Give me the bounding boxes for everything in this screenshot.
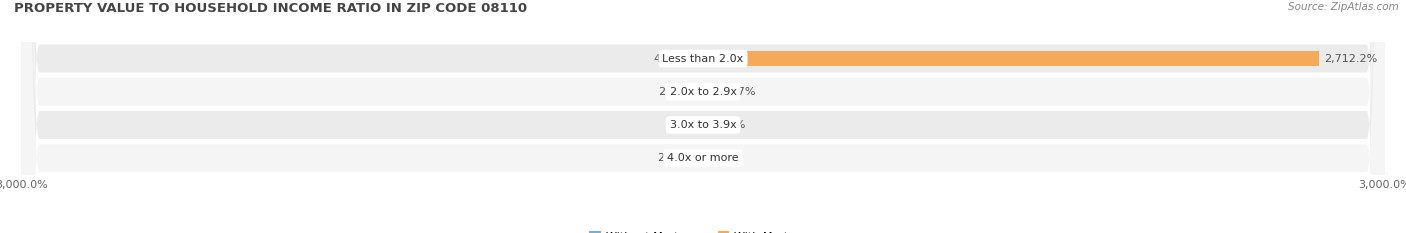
Text: 9.0%: 9.0% (668, 120, 696, 130)
FancyBboxPatch shape (21, 0, 1385, 233)
FancyBboxPatch shape (21, 0, 1385, 233)
Bar (703, 84, 716, 99)
Text: 7.9%: 7.9% (710, 153, 738, 163)
Text: 20.6%: 20.6% (658, 87, 693, 97)
Text: 27.1%: 27.1% (657, 153, 692, 163)
Legend: Without Mortgage, With Mortgage: Without Mortgage, With Mortgage (585, 227, 821, 233)
Bar (697, 150, 703, 166)
Text: 43.2%: 43.2% (654, 54, 689, 64)
Text: 2,712.2%: 2,712.2% (1324, 54, 1378, 64)
FancyBboxPatch shape (21, 0, 1385, 233)
Text: 4.0x or more: 4.0x or more (668, 153, 738, 163)
Bar (703, 51, 1319, 66)
Bar (702, 117, 703, 133)
FancyBboxPatch shape (21, 0, 1385, 233)
Bar (699, 84, 703, 99)
Bar (703, 117, 706, 133)
Text: 3.0x to 3.9x: 3.0x to 3.9x (669, 120, 737, 130)
Text: Source: ZipAtlas.com: Source: ZipAtlas.com (1288, 2, 1399, 12)
Bar (703, 150, 704, 166)
Text: 15.2%: 15.2% (711, 120, 747, 130)
Bar (693, 51, 703, 66)
Text: 54.7%: 54.7% (720, 87, 755, 97)
Text: Less than 2.0x: Less than 2.0x (662, 54, 744, 64)
Text: PROPERTY VALUE TO HOUSEHOLD INCOME RATIO IN ZIP CODE 08110: PROPERTY VALUE TO HOUSEHOLD INCOME RATIO… (14, 2, 527, 15)
Text: 2.0x to 2.9x: 2.0x to 2.9x (669, 87, 737, 97)
